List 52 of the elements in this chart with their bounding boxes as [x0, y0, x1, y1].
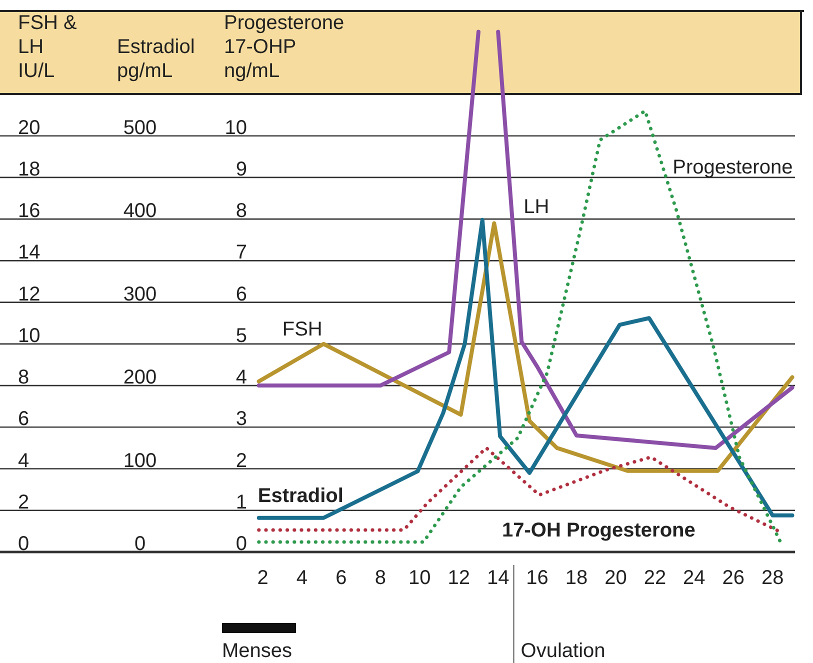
x-tick-label: 4 [296, 567, 308, 590]
ref-line-label: Ovulation [520, 640, 606, 662]
y3-tick-label: 5 [236, 324, 247, 347]
y2-tick-label: 100 [123, 450, 157, 472]
y2-tick-label: 400 [123, 200, 157, 222]
x-tick-label: 24 [683, 567, 706, 590]
y2-tick-label: 300 [123, 283, 157, 306]
y-tick-label: 6 [18, 408, 30, 430]
y3-tick-label: 4 [236, 366, 247, 389]
y3-tick-label: 0 [236, 533, 247, 555]
y3-tick-label: 8 [236, 200, 247, 222]
y-tick-label: 8 [18, 366, 30, 389]
y3-tick-label: 6 [236, 283, 247, 306]
series-label: FSH [282, 318, 322, 341]
y-tick-label: 16 [18, 200, 40, 222]
y2-tick-label: 0 [134, 533, 146, 555]
text: Menses [222, 640, 292, 662]
x-tick-label: 18 [565, 567, 588, 590]
y2-tick-label: 200 [123, 366, 157, 389]
x-tick-label: 12 [448, 567, 470, 590]
y-tick-label: 10 [18, 324, 40, 347]
y-tick-label: 12 [18, 283, 40, 306]
x-tick-label: 8 [374, 567, 386, 590]
y-tick-label: 0 [18, 533, 30, 555]
x-tick-label: 26 [722, 567, 745, 590]
y-tick-label: 18 [18, 158, 40, 180]
y3-tick-label: 3 [236, 408, 247, 430]
y3-axis-title: Progesterone 17-OHP ng/mL [224, 12, 344, 82]
series-label: Progesterone [672, 156, 793, 178]
y3-tick-label: 2 [236, 450, 247, 472]
x-tick-label: 10 [408, 567, 431, 590]
y-tick-label: 20 [18, 116, 40, 139]
y-axis-title: FSH & LH IU/L [18, 12, 78, 82]
x-tick-label: 22 [644, 567, 666, 590]
y-tick-label: 14 [18, 242, 40, 264]
x-tick-label: 20 [604, 567, 627, 590]
x-tick-label: 28 [762, 567, 784, 590]
x-tick-label: 14 [486, 567, 510, 590]
x-tick-label: 2 [257, 567, 268, 590]
y-tick-label: 2 [18, 491, 30, 514]
y-tick-label: 4 [18, 450, 30, 472]
y2-axis-title: Estradiol pg/mL [117, 36, 195, 82]
y2-tick-label: 500 [123, 116, 157, 139]
y3-tick-label: 9 [236, 158, 247, 180]
y3-tick-label: 10 [224, 116, 247, 139]
x-tick-label: 16 [526, 567, 548, 590]
series-label: LH [524, 196, 550, 218]
series-label: 17-OH Progesterone [502, 519, 696, 542]
series-label: Estradiol [258, 485, 344, 508]
x-tick-label: 6 [336, 567, 347, 590]
y3-tick-label: 1 [236, 491, 247, 514]
y3-tick-label: 7 [236, 242, 247, 264]
